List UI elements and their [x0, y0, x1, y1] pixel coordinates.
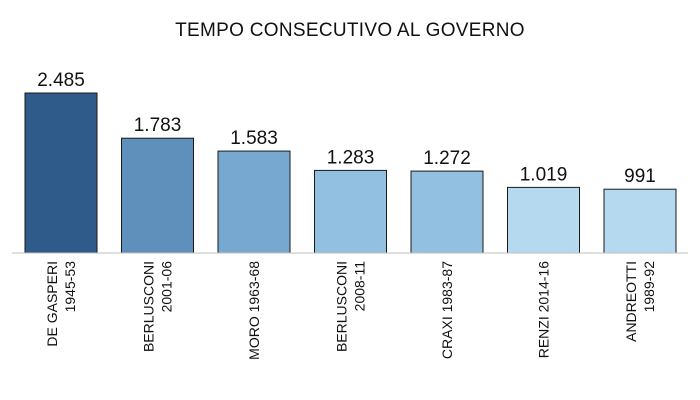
- bar-3: [314, 169, 387, 254]
- chart-title: TEMPO CONSECUTIVO AL GOVERNO: [175, 20, 525, 41]
- bar-2: [217, 150, 291, 254]
- category-label-3-1: 2008-11: [352, 261, 368, 312]
- category-label-1-1: 2001-06: [159, 261, 175, 313]
- value-label-5: 1.019: [520, 164, 568, 185]
- category-label-0-0: DE GASPERI: [44, 261, 60, 347]
- value-label-1: 1.783: [134, 115, 182, 136]
- category-label-5-0: RENZI 2014-16: [536, 261, 552, 358]
- category-label-6-1: 1989-92: [641, 261, 657, 313]
- category-label-4-0: CRAXI 1983-87: [439, 261, 455, 359]
- value-label-6: 991: [624, 166, 656, 187]
- value-label-0: 2.485: [37, 70, 85, 91]
- value-label-3: 1.283: [327, 147, 375, 168]
- category-label-6-0: ANDREOTTI: [623, 261, 639, 342]
- bar-6: [603, 188, 677, 254]
- category-labels-group: DE GASPERI 1945-53 BERLUSCONI 2001-06 MORO 1…: [44, 261, 657, 360]
- value-labels-group: 2.485 1.783 1.583 1.283 1.272 1.019 991: [37, 70, 656, 187]
- category-label-0-1: 1945-53: [62, 261, 78, 313]
- bar-1: [121, 137, 194, 254]
- bars-group: [24, 92, 677, 254]
- category-label-3-0: BERLUSCONI: [334, 261, 350, 352]
- category-label-2-0: MORO 1963-68: [246, 261, 262, 360]
- bar-0: [24, 92, 98, 254]
- value-label-4: 1.272: [423, 148, 471, 169]
- bar-4: [410, 170, 484, 254]
- category-label-1-0: BERLUSCONI: [141, 261, 157, 352]
- bar-5: [507, 186, 580, 254]
- value-label-2: 1.583: [230, 128, 278, 149]
